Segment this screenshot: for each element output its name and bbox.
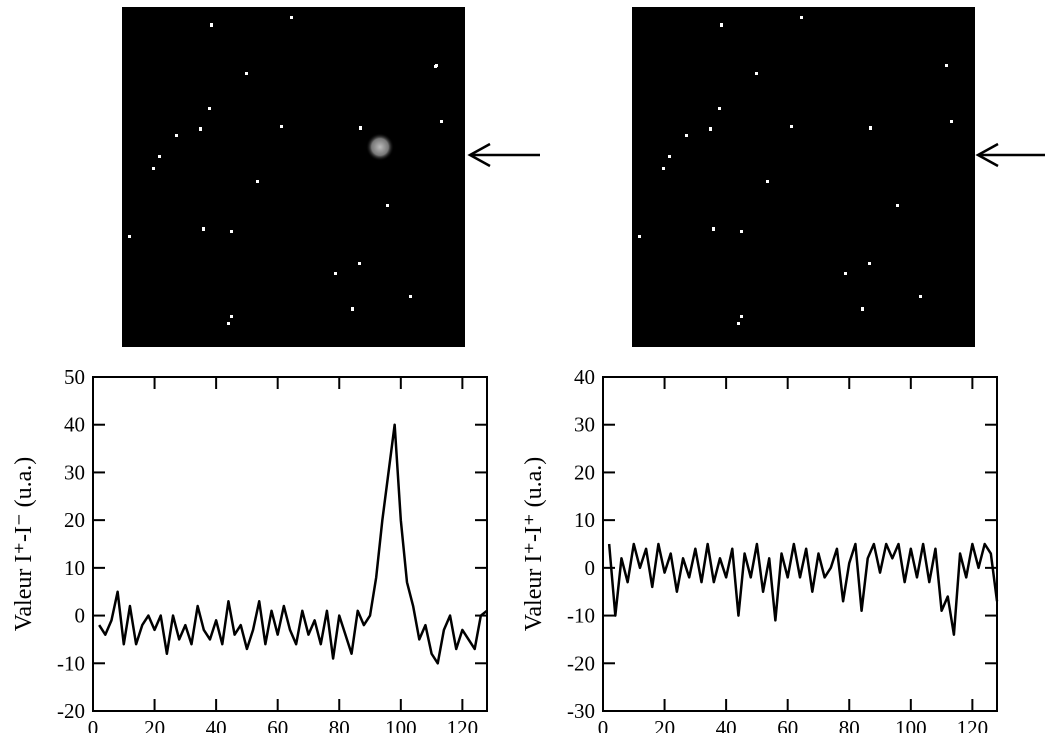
x-tick-label: 0 [88, 716, 99, 733]
star [334, 272, 337, 275]
star [712, 227, 715, 231]
star [434, 65, 437, 68]
star [199, 127, 202, 131]
x-tick-label: 60 [267, 716, 288, 733]
star [466, 99, 469, 102]
y-tick-label: 40 [574, 365, 595, 389]
star [230, 315, 233, 318]
star [128, 235, 131, 238]
star [685, 134, 688, 137]
star [245, 72, 248, 75]
star [896, 204, 899, 207]
star [280, 125, 283, 128]
star [945, 64, 948, 67]
x-tick-label: 40 [206, 716, 227, 733]
x-tick-label: 80 [329, 716, 350, 733]
y-tick-label: 0 [585, 556, 596, 580]
data-line [607, 542, 999, 636]
y-tick-label: -10 [57, 651, 85, 675]
x-tick-label: 0 [598, 716, 609, 733]
star [790, 125, 793, 128]
plot-frame [92, 376, 488, 712]
y-tick-label: 20 [574, 460, 595, 484]
star [718, 107, 721, 110]
star [766, 180, 769, 183]
star [844, 272, 847, 275]
star [227, 322, 230, 325]
star [210, 23, 213, 27]
star [175, 134, 178, 137]
y-tick-label: 30 [574, 413, 595, 437]
star [720, 23, 723, 27]
star [869, 126, 872, 130]
star [740, 230, 743, 233]
star [359, 126, 362, 130]
star [740, 315, 743, 318]
star [668, 155, 671, 158]
y-tick-label: 20 [64, 508, 85, 532]
star [386, 204, 389, 207]
star [638, 235, 641, 238]
y-axis-label: Valeur I⁺-I⁻ (u.a.) [11, 457, 37, 632]
star [662, 167, 665, 170]
image-left [122, 7, 465, 347]
image-right [632, 7, 975, 347]
star [861, 307, 864, 311]
spot [366, 133, 394, 161]
y-tick-label: 40 [64, 413, 85, 437]
y-tick-label: 10 [64, 556, 85, 580]
star [409, 295, 412, 298]
x-tick-label: 120 [957, 716, 989, 733]
arrow-left [467, 142, 540, 168]
y-tick-label: 10 [574, 508, 595, 532]
x-tick-label: 20 [654, 716, 675, 733]
star [208, 107, 211, 110]
plot-frame [602, 376, 998, 712]
star [256, 180, 259, 183]
x-tick-label: 120 [447, 716, 479, 733]
star [202, 227, 205, 231]
y-tick-label: 30 [64, 460, 85, 484]
y-axis-label: Valeur I⁺-I⁺ (u.a.) [521, 457, 547, 632]
star [152, 167, 155, 170]
y-tick-label: 0 [75, 604, 86, 628]
y-tick-label: 50 [64, 365, 85, 389]
y-tick-label: -20 [57, 699, 85, 723]
x-tick-label: 80 [839, 716, 860, 733]
y-tick-label: -20 [567, 651, 595, 675]
star [709, 127, 712, 131]
star [868, 262, 871, 265]
star [755, 72, 758, 75]
star [230, 230, 233, 233]
arrow-right [975, 142, 1045, 168]
star [158, 155, 161, 158]
y-tick-label: -30 [567, 699, 595, 723]
y-tick-label: -10 [567, 604, 595, 628]
x-tick-label: 40 [716, 716, 737, 733]
star [290, 16, 293, 19]
star [919, 295, 922, 298]
star [440, 120, 443, 123]
star [737, 322, 740, 325]
star [976, 99, 979, 102]
x-tick-label: 60 [777, 716, 798, 733]
star [800, 16, 803, 19]
data-line [98, 423, 488, 665]
x-tick-label: 100 [385, 716, 417, 733]
star [358, 262, 361, 265]
x-tick-label: 100 [895, 716, 927, 733]
star [950, 120, 953, 123]
x-tick-label: 20 [144, 716, 165, 733]
star [351, 307, 354, 311]
